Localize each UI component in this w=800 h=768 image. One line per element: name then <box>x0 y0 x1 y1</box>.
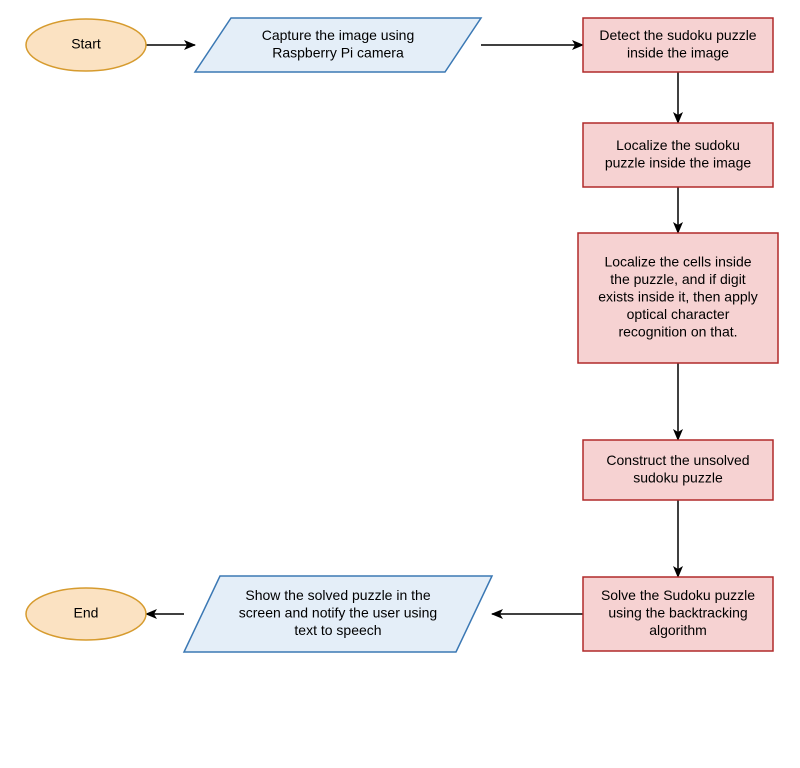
node-text: Raspberry Pi camera <box>272 44 404 60</box>
node-text: Start <box>71 36 101 52</box>
node-text: text to speech <box>294 622 381 638</box>
node-text: Detect the sudoku puzzle <box>599 27 756 43</box>
node-text: End <box>74 605 99 621</box>
node-detect: Detect the sudoku puzzleinside the image <box>583 18 773 72</box>
node-end: End <box>26 588 146 640</box>
node-localize_cells: Localize the cells insidethe puzzle, and… <box>578 233 778 363</box>
nodes-layer: Start Capture the image usingRaspberry Pi… <box>26 18 778 652</box>
node-localize_puzzle: Localize the sudokupuzzle inside the ima… <box>583 123 773 187</box>
node-text: Show the solved puzzle in the <box>245 587 430 603</box>
node-text: algorithm <box>649 622 707 638</box>
node-text: screen and notify the user using <box>239 605 437 621</box>
node-text: puzzle inside the image <box>605 154 752 170</box>
node-text: exists inside it, then apply <box>598 289 758 305</box>
node-capture: Capture the image usingRaspberry Pi came… <box>195 18 481 72</box>
node-text: Capture the image using <box>262 27 415 43</box>
node-text: Construct the unsolved <box>606 452 749 468</box>
node-text: optical character <box>627 306 730 322</box>
node-text: using the backtracking <box>608 605 747 621</box>
node-start: Start <box>26 19 146 71</box>
node-text: sudoku puzzle <box>633 469 723 485</box>
flowchart-canvas: Start Capture the image usingRaspberry Pi… <box>0 0 800 768</box>
node-show: Show the solved puzzle in the screen and … <box>184 576 492 652</box>
node-text: Solve the Sudoku puzzle <box>601 587 755 603</box>
node-construct: Construct the unsolvedsudoku puzzle <box>583 440 773 500</box>
node-text: inside the image <box>627 44 729 60</box>
node-text: Localize the sudoku <box>616 137 740 153</box>
node-text: the puzzle, and if digit <box>610 271 746 287</box>
node-solve: Solve the Sudoku puzzle using the backtra… <box>583 577 773 651</box>
node-text: Localize the cells inside <box>604 254 751 270</box>
node-text: recognition on that. <box>618 324 737 340</box>
